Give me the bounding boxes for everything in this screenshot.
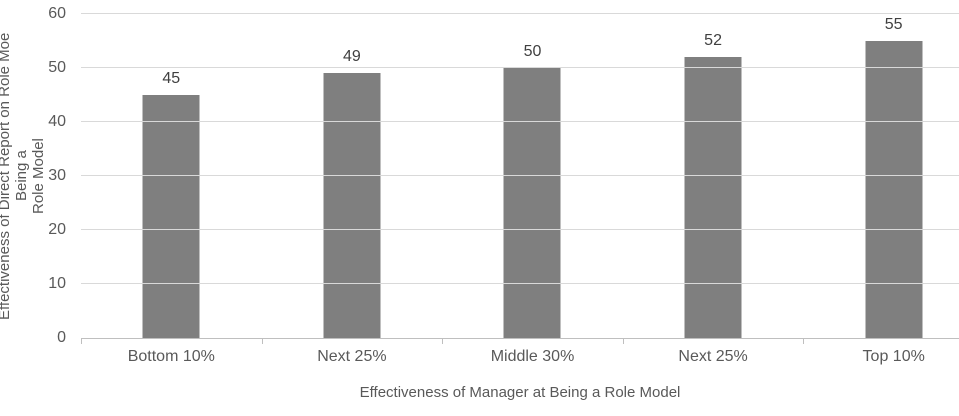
x-axis-tick-mark	[622, 339, 624, 344]
category-label: Next 25%	[678, 348, 748, 365]
value-label: 55	[884, 16, 903, 33]
y-tick-label: 50	[48, 59, 66, 76]
x-axis-title: Effectiveness of Manager at Being a Role…	[359, 384, 681, 401]
bar-slot: 55	[803, 14, 959, 338]
gridline	[81, 13, 959, 14]
plot-area: 45 49 50 52 55	[81, 13, 959, 344]
bar-slot: 45	[81, 14, 262, 338]
bar	[323, 73, 381, 338]
category-label: Top 10%	[862, 348, 925, 365]
y-tick-label: 0	[57, 329, 66, 346]
value-label: 49	[342, 48, 361, 66]
x-axis-tick-mark	[442, 339, 444, 344]
x-axis-category-labels: Bottom 10% Next 25% Middle 30% Next 25% Top …	[81, 348, 959, 370]
bar-slot: 52	[623, 14, 804, 338]
bar-slot: 50	[442, 14, 623, 338]
x-axis-tick-mark	[261, 339, 263, 344]
bar	[503, 68, 561, 338]
gridline	[81, 121, 959, 122]
category-label: Next 25%	[317, 348, 387, 365]
bar-slot: 49	[262, 14, 443, 338]
gridline	[81, 67, 959, 68]
value-label: 50	[523, 43, 542, 60]
gridline	[81, 175, 959, 176]
value-label: 45	[162, 70, 181, 87]
y-axis-tick-labels: 0 10 20 30 40 50 60	[0, 5, 66, 346]
y-tick-label: 30	[48, 167, 66, 184]
category-label: Bottom 10%	[127, 348, 215, 365]
bar	[684, 57, 742, 338]
x-axis-line	[81, 338, 959, 339]
x-axis-tick-mark	[803, 339, 805, 344]
category-label: Middle 30%	[490, 348, 575, 365]
bars-row: 45 49 50 52 55	[81, 14, 959, 338]
bar	[865, 41, 923, 338]
y-tick-label: 40	[48, 113, 66, 130]
bar	[142, 95, 200, 338]
y-tick-label: 60	[48, 5, 66, 22]
gridline	[81, 229, 959, 230]
value-label: 52	[704, 32, 722, 50]
y-tick-label: 20	[48, 221, 66, 238]
gridline	[81, 283, 959, 284]
x-axis-tick-mark	[81, 339, 82, 344]
y-tick-label: 10	[48, 275, 66, 292]
